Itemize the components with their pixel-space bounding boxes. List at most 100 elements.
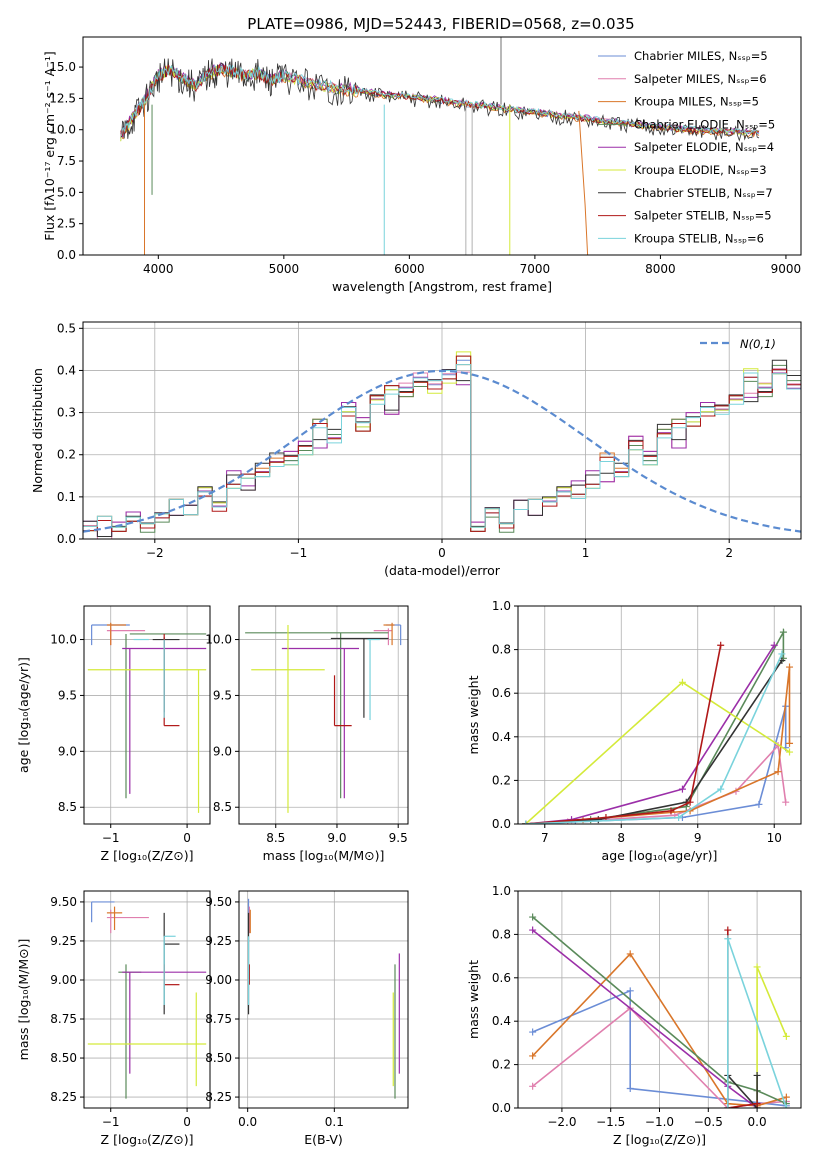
mass-weight-marker [724, 1104, 732, 1108]
y-tick-label: 0.8 [492, 927, 511, 941]
y-tick-label: 0.4 [57, 363, 76, 377]
plot-area-mass-age [245, 622, 402, 813]
mass-weight-line [525, 629, 785, 824]
mass-weight-marker [626, 987, 634, 995]
y-tick-label: 8.50 [50, 1051, 77, 1065]
x-tick-label: 1 [582, 546, 590, 560]
y-tick-label: 8.5 [213, 800, 232, 814]
x-tick-label: −2 [146, 546, 164, 560]
x-tick-label: 0.0 [238, 1115, 257, 1129]
mass-weight-line [532, 989, 787, 1107]
y-tick-label: 8.5 [58, 800, 77, 814]
mass-weight-line [525, 653, 783, 824]
mass-weight-marker [724, 935, 732, 943]
y-tick-label: 0.2 [492, 1058, 511, 1072]
x-tick-label: 6000 [394, 262, 425, 276]
x-axis-label: (data-model)/error [384, 563, 501, 578]
x-tick-label: 5000 [269, 262, 300, 276]
y-tick-label: 5.0 [57, 185, 76, 199]
y-axis-label: mass weight [466, 960, 481, 1039]
y-axis-label: Flux [fλ10⁻¹⁷ erg cm⁻² s⁻¹ A⁻¹] [42, 51, 57, 240]
mass-weight-marker [529, 1082, 537, 1090]
y-tick-label: 10.0 [49, 123, 76, 137]
x-tick-label: −2.0 [547, 1115, 576, 1129]
y-tick-label: 12.5 [49, 91, 76, 105]
x-axis-label: E(B-V) [304, 1132, 343, 1147]
x-tick-label: 10 [767, 831, 782, 845]
y-tick-label: 1.0 [492, 599, 511, 613]
y-axis-label: age [log₁₀(age/yr)] [16, 657, 31, 773]
x-axis-label: Z [log₁₀(Z/Z⊙)] [101, 1132, 194, 1147]
x-tick-label: −1 [102, 1115, 120, 1129]
figure-title: PLATE=0986, MJD=52443, FIBERID=0568, z=0… [247, 15, 634, 33]
legend-entry: Salpeter ELODIE, Nₛₛₚ=4 [634, 140, 774, 154]
chart-mass-age: 8.5 9.0 9.5 8.5 9.0 9.5 10.0 mass [log₁₀(M/M⊙)] [205, 605, 409, 863]
spectrum-line [120, 64, 760, 136]
y-tick-label: 0.2 [57, 448, 76, 462]
mass-weight-marker [717, 641, 725, 649]
y-tick-label: 0.1 [57, 490, 76, 504]
mass-weight-marker [786, 739, 794, 747]
y-axis-label: Normed distribution [30, 368, 45, 493]
legend-entry: Salpeter MILES, Nₛₛₚ=6 [634, 72, 767, 86]
axes-frame [517, 605, 802, 825]
y-tick-label: 0.6 [492, 971, 511, 985]
y-tick-label: 9.0 [213, 744, 232, 758]
chart-residuals: −2 −1 0 1 2 0.0 0.1 0.2 0.3 0.4 0.5 (data-model)/er… [30, 321, 802, 578]
y-tick-label: 0.2 [492, 773, 511, 787]
x-tick-label: −1 [102, 831, 120, 845]
chart-ebv-mass: 0.0 0.1 8.25 8.50 8.75 9.00 9.25 9.50 E(B-V) [205, 890, 409, 1147]
y-tick-label: 9.5 [213, 688, 232, 702]
mass-weight-marker [717, 785, 725, 793]
axes-frame [83, 605, 211, 825]
y-tick-label: 2.5 [57, 217, 76, 231]
mass-weight-marker [782, 1032, 790, 1040]
mass-weight-marker [529, 913, 537, 921]
x-tick-label: 9 [694, 831, 702, 845]
mass-weight-marker [755, 800, 763, 808]
x-tick-label: 0 [183, 831, 191, 845]
mass-weight-marker [529, 926, 537, 934]
x-axis-label: Z [log₁₀(Z/Z⊙)] [101, 848, 194, 863]
axes-frame [83, 890, 211, 1109]
x-tick-label: 9.5 [389, 831, 408, 845]
legend-entry: Kroupa STELIB, Nₛₛₚ=6 [634, 231, 764, 245]
mass-weight-marker [675, 813, 683, 821]
y-tick-label: 8.75 [205, 1012, 232, 1026]
x-tick-label: 2 [725, 546, 733, 560]
x-axis-label: mass [log₁₀(M/M⊙)] [263, 848, 385, 863]
y-tick-label: 8.25 [50, 1090, 77, 1104]
mass-weight-line [525, 660, 783, 824]
chart-z-age: −1 0 8.5 9.0 9.5 10.0 Z [log₁₀(Z/Z⊙)] age [log₁… [16, 605, 211, 863]
y-tick-label: 10.0 [205, 633, 232, 647]
mass-weight-marker [522, 820, 530, 824]
spectrum-drop [578, 110, 589, 255]
x-tick-label: −1.0 [645, 1115, 674, 1129]
mass-weight-marker [774, 768, 782, 776]
y-tick-label: 0.4 [492, 730, 511, 744]
mass-weight-marker [786, 748, 794, 756]
y-tick-label: 9.50 [205, 895, 232, 909]
y-tick-label: 0.4 [492, 1014, 511, 1028]
y-tick-label: 8.25 [205, 1090, 232, 1104]
y-tick-label: 0.6 [492, 686, 511, 700]
legend-entry: Chabrier MILES, Nₛₛₚ=5 [634, 49, 768, 63]
mass-weight-marker [786, 663, 794, 671]
chart-spectrum: 4000 5000 6000 7000 8000 9000 0.0 2.5 5.0 7.5 10.0… [42, 36, 802, 294]
mass-weight-line [525, 666, 791, 824]
y-tick-label: 10.0 [50, 633, 77, 647]
y-tick-label: 0.0 [57, 532, 76, 546]
plot-area-age-massweight [522, 628, 794, 824]
x-tick-label: 9.0 [327, 831, 346, 845]
y-axis-label: mass weight [466, 675, 481, 754]
x-tick-label: 8.5 [266, 831, 285, 845]
mass-weight-line [532, 929, 758, 1108]
y-tick-label: 9.00 [205, 973, 232, 987]
x-axis-label: Z [log₁₀(Z/Z⊙)] [613, 1132, 706, 1147]
plot-area-residuals [83, 351, 801, 539]
gaussian-reference-curve [83, 369, 801, 533]
plot-area-spectrum [120, 37, 760, 255]
plot-area-ebv-mass [247, 898, 400, 1099]
y-tick-label: 9.5 [58, 688, 77, 702]
